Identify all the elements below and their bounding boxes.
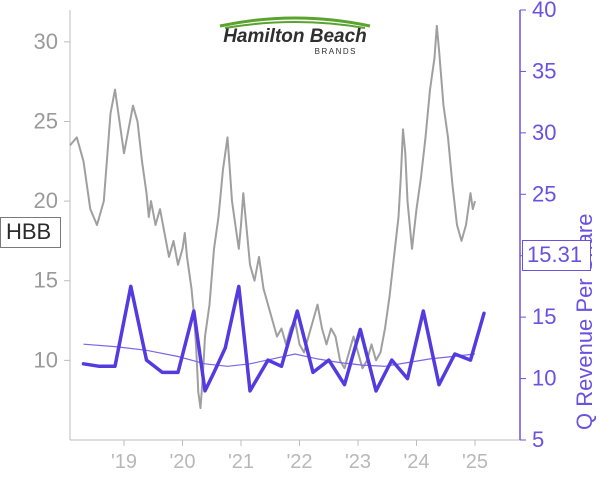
logo-text-sub: BRANDS	[315, 47, 357, 56]
right-tick-label: 25	[532, 181, 556, 206]
value-label: 15.31	[527, 242, 582, 267]
left-tick-label: 20	[34, 188, 58, 213]
chart-canvas: 1015202530510152025303540Q Revenue Per S…	[0, 0, 600, 500]
right-tick-label: 10	[532, 366, 556, 391]
x-tick-label: '19	[111, 451, 137, 473]
right-tick-label: 30	[532, 120, 556, 145]
logo-text-main: Hamilton Beach	[223, 26, 367, 47]
left-tick-label: 15	[34, 268, 58, 293]
ticker-label: HBB	[6, 219, 51, 244]
x-tick-label: '24	[403, 451, 429, 473]
right-tick-label: 15	[532, 304, 556, 329]
right-tick-label: 40	[532, 0, 556, 22]
x-tick-label: '20	[169, 451, 195, 473]
right-tick-label: 5	[532, 427, 544, 452]
left-tick-label: 25	[34, 108, 58, 133]
x-tick-label: '21	[228, 451, 254, 473]
left-tick-label: 30	[34, 29, 58, 54]
x-tick-label: '23	[345, 451, 371, 473]
x-tick-label: '22	[286, 451, 312, 473]
right-tick-label: 35	[532, 58, 556, 83]
x-tick-label: '25	[462, 451, 488, 473]
stock-revenue-chart: { "chart": { "type": "line-dual-axis", "…	[0, 0, 600, 500]
left-tick-label: 10	[34, 347, 58, 372]
